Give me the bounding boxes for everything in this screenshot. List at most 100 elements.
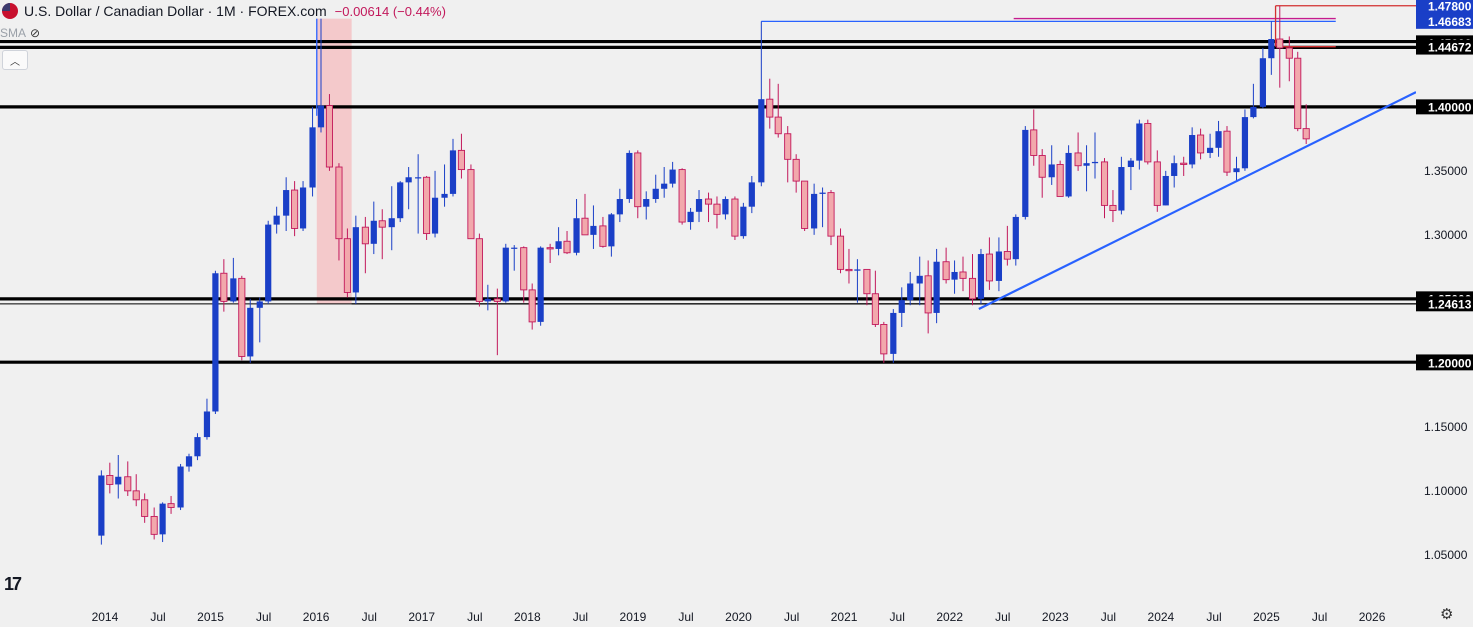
candle-body	[256, 301, 263, 308]
candle-body	[581, 217, 589, 236]
trendline	[978, 91, 1417, 310]
candle-body	[291, 189, 299, 229]
x-tick-label: Jul	[256, 610, 271, 624]
candle-body	[599, 225, 607, 247]
x-tick-label: Jul	[1101, 610, 1116, 624]
candle-body	[1003, 251, 1011, 260]
candle-body	[748, 182, 755, 207]
usd-cad-flag-icon	[2, 3, 18, 19]
x-tick-label: Jul	[784, 610, 799, 624]
candle-body	[687, 211, 694, 223]
tradingview-logo-icon[interactable]: 17	[4, 574, 22, 594]
candle-body	[343, 238, 351, 293]
price-label: 1.20000	[1428, 356, 1472, 370]
candle-body	[555, 241, 562, 249]
indicator-label: SMA	[0, 26, 27, 40]
candle-body	[528, 289, 536, 323]
candle-body	[1241, 117, 1249, 169]
candle-body	[335, 166, 343, 240]
candle-body	[1180, 162, 1188, 165]
candle-body	[766, 98, 774, 118]
price-label-bg	[1416, 39, 1473, 55]
x-tick-label: Jul	[362, 610, 377, 624]
candle-body	[1144, 123, 1152, 163]
candle-body	[520, 247, 528, 291]
candle-body	[1038, 155, 1046, 178]
x-tick-label: 2015	[197, 610, 224, 624]
candle-body	[1268, 39, 1275, 59]
candle-body	[968, 277, 977, 300]
candle-body	[652, 188, 659, 200]
candle-body	[590, 225, 597, 235]
price-axis	[1416, 0, 1473, 627]
candle-body	[916, 275, 923, 284]
candle-body	[283, 190, 290, 216]
candle-body	[792, 158, 800, 182]
candle-body	[484, 298, 491, 302]
candle-body	[643, 199, 650, 207]
candle-body	[370, 220, 377, 244]
candle-body	[669, 169, 676, 184]
price-label-bg	[1416, 99, 1473, 115]
candle-body	[731, 198, 739, 237]
candle-body	[423, 176, 431, 235]
candle-body	[995, 251, 1003, 281]
price-label: 1.24613	[1428, 297, 1472, 311]
candle-body	[1259, 58, 1266, 107]
y-tick-label: 1.35000	[1424, 164, 1468, 178]
candle-body	[907, 283, 914, 301]
candle-body	[801, 180, 809, 229]
x-tick-label: 2024	[1148, 610, 1175, 624]
candle-body	[1091, 161, 1099, 164]
candle-body	[1065, 152, 1072, 197]
price-label: 1.47800	[1428, 0, 1472, 14]
candle-body	[1302, 128, 1310, 140]
candle-body	[309, 127, 316, 188]
symbol-title[interactable]: U.S. Dollar / Canadian Dollar · 1M · FOR…	[24, 3, 327, 19]
candle-body	[740, 206, 747, 237]
x-tick-label: 2023	[1042, 610, 1069, 624]
indicator-legend[interactable]: SMA ⊘	[0, 26, 40, 40]
candle-body	[185, 456, 193, 467]
collapse-legend-button[interactable]: ︿	[2, 50, 28, 70]
hidden-eye-icon[interactable]: ⊘	[30, 26, 41, 40]
candle-body	[573, 218, 580, 253]
candle-body	[194, 437, 201, 457]
x-tick-label: Jul	[890, 610, 905, 624]
candle-body	[230, 278, 237, 302]
x-tick-label: Jul	[1312, 610, 1327, 624]
candle-body	[626, 152, 633, 200]
x-tick-label: Jul	[1206, 610, 1221, 624]
candle-body	[1250, 106, 1257, 118]
candle-body	[405, 177, 412, 183]
chart-header: U.S. Dollar / Canadian Dollar · 1M · FOR…	[0, 0, 446, 22]
candle-body	[159, 503, 166, 535]
y-tick-label: 1.05000	[1424, 548, 1468, 562]
settings-gear-icon[interactable]: ⚙	[1440, 606, 1454, 623]
candle-body	[1074, 152, 1082, 167]
candle-body	[441, 193, 448, 198]
candle-body	[511, 247, 518, 249]
x-tick-label: 2019	[620, 610, 647, 624]
candle-body	[265, 224, 272, 302]
candle-body	[141, 499, 149, 517]
candle-body	[871, 293, 879, 325]
candle-body	[167, 503, 175, 508]
candle-body	[1171, 163, 1178, 176]
price-label: 1.40000	[1428, 100, 1472, 114]
candle-body	[361, 226, 369, 245]
candle-body	[836, 235, 845, 270]
candle-body	[1276, 38, 1284, 49]
candle-body	[704, 198, 713, 205]
candle-body	[537, 247, 544, 322]
candle-body	[863, 268, 871, 295]
candle-body	[352, 227, 359, 293]
candle-body	[1100, 161, 1109, 206]
candle-body	[784, 133, 792, 160]
candle-body	[397, 182, 404, 219]
x-tick-label: 2021	[831, 610, 858, 624]
candle-body	[115, 476, 122, 485]
x-tick-label: Jul	[573, 610, 588, 624]
candle-body	[467, 169, 475, 240]
